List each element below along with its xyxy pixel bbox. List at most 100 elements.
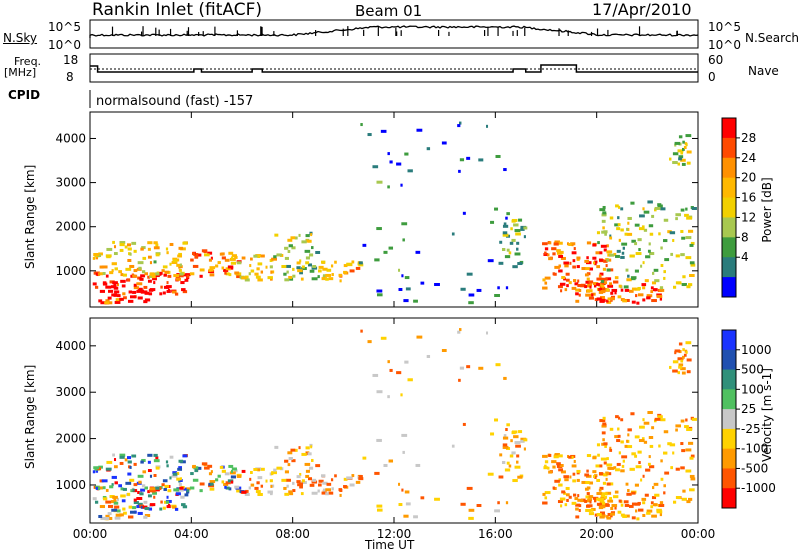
power-cell xyxy=(155,243,159,247)
velocity-colorbar-tick-label: 25 xyxy=(741,402,756,416)
velocity-cell xyxy=(495,363,501,367)
velocity-cell xyxy=(407,378,413,382)
velocity-cell xyxy=(163,487,167,491)
power-cell xyxy=(688,283,693,287)
velocity-cell xyxy=(605,491,612,495)
velocity-cell xyxy=(685,418,688,422)
power-cell xyxy=(250,257,253,261)
velocity-cell xyxy=(559,497,566,501)
velocity-cell xyxy=(99,505,105,509)
velocity-cell xyxy=(343,477,348,481)
power-cell xyxy=(147,279,152,283)
power-cell xyxy=(105,274,109,278)
velocity-cell xyxy=(603,461,607,465)
power-cell xyxy=(596,231,600,235)
power-cell xyxy=(494,294,500,298)
velocity-cell xyxy=(501,460,506,464)
power-cell xyxy=(613,252,617,256)
velocity-cell xyxy=(588,495,594,499)
velocity-cell xyxy=(657,415,663,419)
velocity-cell xyxy=(219,465,224,469)
power-cell xyxy=(320,260,326,264)
power-cell xyxy=(194,255,199,259)
velocity-cell xyxy=(568,455,574,459)
power-cell xyxy=(458,169,461,173)
power-cell xyxy=(572,259,576,263)
velocity-cell xyxy=(647,462,651,466)
power-cell xyxy=(404,276,410,280)
velocity-cell xyxy=(478,366,484,370)
velocity-cell xyxy=(503,376,507,380)
power-cell xyxy=(506,248,510,252)
velocity-cell xyxy=(627,489,630,493)
velocity-cell xyxy=(305,474,310,478)
velocity-cell xyxy=(362,456,367,460)
power-cell xyxy=(466,156,471,160)
power-cell xyxy=(269,258,272,262)
velocity-cell xyxy=(191,465,196,469)
velocity-cell xyxy=(643,440,648,444)
velocity-cell xyxy=(635,509,638,513)
power-cell xyxy=(104,301,110,305)
velocity-cell xyxy=(600,494,605,498)
power-cell xyxy=(654,206,661,210)
velocity-cell xyxy=(620,469,625,473)
power-cell xyxy=(642,207,645,211)
power-cell xyxy=(144,272,149,276)
velocity-cell xyxy=(678,342,683,346)
power-colorbar-frame xyxy=(721,117,737,298)
power-cell xyxy=(234,271,240,275)
velocity-cell xyxy=(578,504,582,508)
power-cell xyxy=(199,274,203,278)
velocity-cell xyxy=(667,442,672,446)
velocity-cell xyxy=(669,443,676,447)
power-cell xyxy=(660,207,666,211)
velocity-cell xyxy=(595,464,600,468)
power-cell xyxy=(505,286,509,290)
site-title: Rankin Inlet (fitACF) xyxy=(92,0,263,20)
velocity-cell xyxy=(638,461,641,465)
velocity-cell xyxy=(159,507,163,511)
velocity-cell xyxy=(199,482,205,486)
velocity-cell xyxy=(544,496,548,500)
power-cell xyxy=(553,242,559,246)
velocity-cell xyxy=(292,489,296,493)
velocity-cell xyxy=(95,486,99,490)
power-cell xyxy=(383,250,388,254)
velocity-cell xyxy=(127,492,131,496)
velocity-cell xyxy=(304,462,311,466)
power-cell xyxy=(127,243,132,247)
velocity-cell xyxy=(627,433,630,437)
nave-label: Nave xyxy=(748,64,779,78)
velocity-cell xyxy=(578,508,581,512)
power-cell xyxy=(271,257,277,261)
power-cell xyxy=(468,293,475,297)
velocity-cell xyxy=(647,411,653,415)
velocity-cell xyxy=(685,341,692,345)
power-cell xyxy=(273,255,277,259)
velocity-cell xyxy=(511,431,516,435)
power-cell xyxy=(685,207,688,211)
velocity-cell xyxy=(190,472,194,476)
power-cell xyxy=(308,263,313,267)
velocity-cell xyxy=(318,483,322,487)
velocity-cell xyxy=(285,478,291,482)
power-cell xyxy=(593,261,596,265)
power-cell xyxy=(621,251,625,255)
power-cell xyxy=(178,274,184,278)
power-cell xyxy=(678,135,683,139)
velocity-cell xyxy=(224,485,227,489)
velocity-cell xyxy=(92,470,96,474)
velocity-cell xyxy=(257,468,261,472)
velocity-cell xyxy=(281,478,287,482)
velocity-cell xyxy=(179,477,182,481)
power-cell xyxy=(627,221,630,225)
power-cell xyxy=(127,278,131,282)
power-cell xyxy=(585,293,592,297)
velocity-cell xyxy=(292,481,295,485)
velocity-cell xyxy=(586,454,592,458)
power-cell xyxy=(208,268,212,272)
velocity-cell xyxy=(209,487,215,491)
velocity-cell xyxy=(512,479,518,483)
velocity-cell xyxy=(101,479,108,483)
